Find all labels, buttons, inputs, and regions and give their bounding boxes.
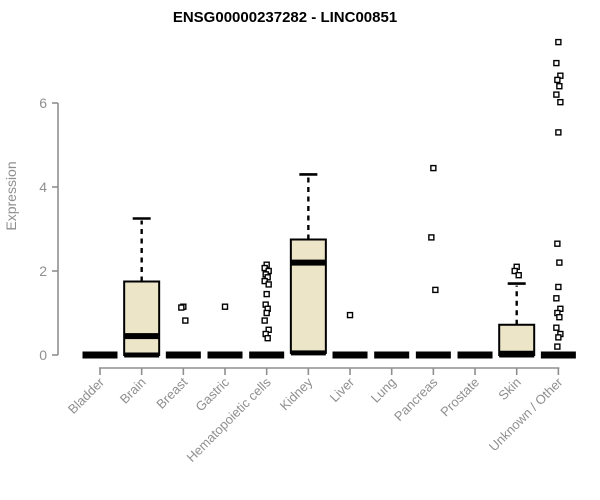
x-tick-label: Liver (327, 374, 358, 405)
y-tick-label: 4 (39, 179, 47, 195)
zero-bar-Breast (165, 351, 201, 359)
zero-bar-Pancreas (415, 351, 451, 359)
x-tick-label: Prostate (437, 375, 482, 420)
zero-bar-Hematopoietic cells (249, 351, 285, 359)
zero-bar-Lung (374, 351, 410, 359)
outlier-point (263, 290, 270, 298)
outlier-point (553, 91, 560, 98)
median-line (124, 333, 160, 340)
outlier-point (264, 335, 271, 342)
y-tick-label: 0 (39, 347, 47, 363)
outlier-point (432, 286, 439, 294)
x-tick-label: Pancreas (391, 374, 441, 424)
outlier-point (554, 240, 561, 247)
zero-bar-Bladder (82, 351, 118, 359)
outlier-point (182, 317, 189, 324)
outlier-point (221, 303, 229, 310)
y-tick-label: 2 (39, 263, 47, 279)
outlier-point (430, 164, 437, 172)
outlier-point (346, 311, 354, 319)
x-tick-label: Kidney (277, 374, 316, 413)
x-tick-label: Unknown / Other (486, 374, 566, 454)
outlier-point (554, 343, 561, 350)
outlier-point (554, 76, 561, 84)
outlier-point (555, 334, 562, 341)
outlier-point (553, 295, 560, 302)
outlier-point (555, 38, 562, 46)
x-tick-label: Brain (117, 375, 149, 407)
outlier-point (261, 317, 268, 324)
zero-bar-Gastric (207, 351, 243, 359)
box-bottom-edge (124, 352, 160, 358)
outlier-point (261, 277, 268, 285)
box-Skin (498, 323, 536, 357)
outlier-point (178, 304, 185, 311)
x-tick-label: Gastric (192, 374, 232, 414)
zero-bar-Unknown / Other (540, 351, 576, 359)
box-bottom-edge (290, 350, 326, 356)
outlier-point (555, 283, 562, 291)
outlier-point (511, 267, 518, 275)
x-tick-label: Skin (495, 375, 523, 403)
x-tick-label: Lung (368, 375, 399, 406)
median-line (499, 350, 535, 357)
outlier-point (515, 272, 522, 279)
outlier-point (553, 59, 560, 67)
box-Brain (123, 280, 161, 356)
box-Kidney (289, 238, 327, 354)
chart-title: ENSG00000237282 - LINC00851 (173, 9, 397, 26)
outlier-point (556, 259, 563, 266)
median-line (290, 259, 326, 266)
outlier-point (428, 234, 435, 241)
outlier-point (556, 82, 563, 90)
outlier-point (556, 314, 563, 321)
outlier-point (555, 129, 562, 136)
y-axis-label: Expression (3, 161, 19, 230)
x-tick-label: Breast (153, 374, 190, 411)
outlier-point (263, 309, 270, 317)
y-tick-label: 6 (39, 95, 47, 111)
zero-bar-Liver (332, 351, 368, 359)
x-tick-label: Bladder (65, 374, 108, 417)
outlier-point (557, 98, 564, 106)
zero-bar-Prostate (457, 351, 493, 359)
outlier-point (553, 324, 560, 331)
outlier-point (265, 281, 272, 288)
